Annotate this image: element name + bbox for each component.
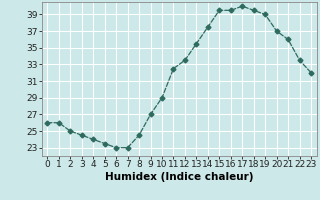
X-axis label: Humidex (Indice chaleur): Humidex (Indice chaleur) — [105, 172, 253, 182]
